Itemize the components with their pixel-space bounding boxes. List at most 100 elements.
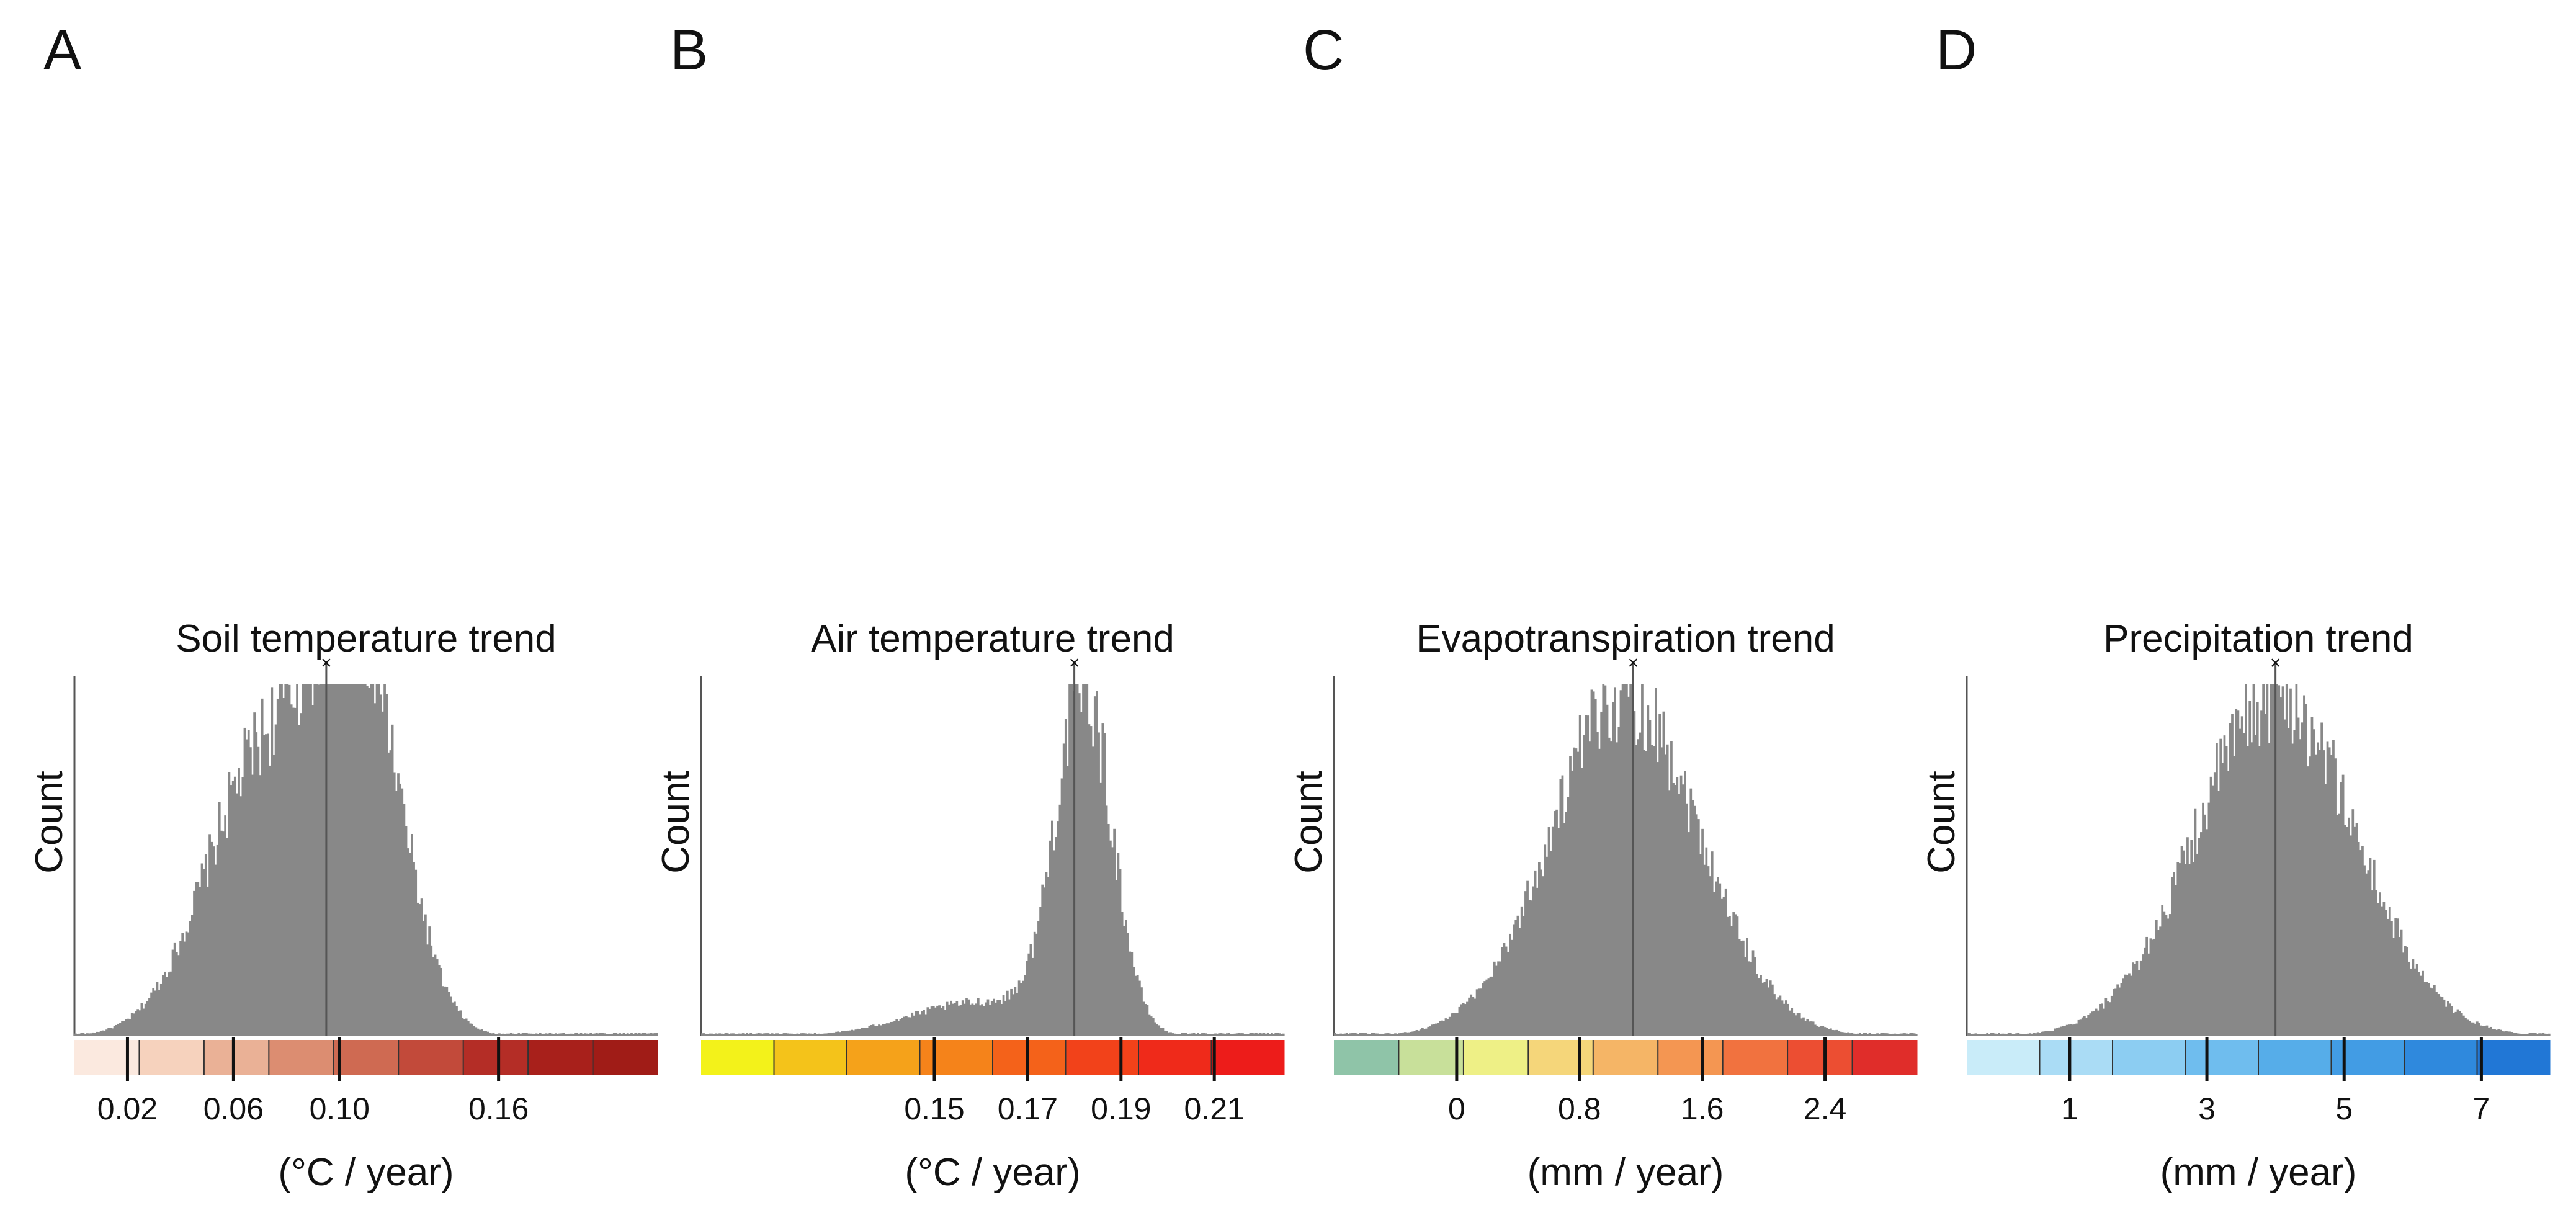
hist-bar: [247, 730, 250, 1036]
hist-bar: [1437, 1023, 1439, 1036]
hist-bar: [913, 1015, 916, 1036]
hist-bar: [967, 999, 970, 1036]
hist-bar: [1253, 1033, 1256, 1036]
hist-bar: [1771, 984, 1774, 1036]
hist-bar: [1559, 779, 1562, 1036]
hist-bar: [1202, 1033, 1205, 1036]
hist-bar: [1278, 1033, 1281, 1036]
hist-bar: [841, 1031, 844, 1036]
hist-bar: [496, 1034, 499, 1036]
hist-bar: [2410, 968, 2413, 1036]
hist-bar: [944, 1010, 947, 1036]
hist-bar: [2038, 1033, 2041, 1036]
hist-bar: [644, 1033, 646, 1036]
hist-bar: [1129, 951, 1132, 1036]
hist-bar: [2373, 859, 2376, 1036]
hist-bar: [2101, 1003, 2103, 1036]
hist-bar: [796, 1033, 799, 1036]
hist-bar: [1076, 684, 1079, 1036]
hist-bar: [2487, 1027, 2490, 1036]
hist-bar: [557, 1034, 559, 1036]
hist-bar: [519, 1034, 522, 1036]
colorbar-segment: [1398, 1040, 1464, 1075]
hist-bar: [1091, 746, 1094, 1036]
hist-bar: [1796, 1013, 1799, 1036]
hist-bar: [440, 967, 442, 1036]
hist-bar: [2062, 1026, 2065, 1036]
hist-bar: [200, 863, 203, 1036]
hist-bar: [1282, 1033, 1285, 1036]
hist-bar: [1251, 1033, 1254, 1036]
hist-bar: [1895, 1034, 1898, 1036]
hist-bar: [527, 1033, 530, 1036]
hist-bar: [586, 1033, 588, 1036]
hist-bar: [1035, 933, 1038, 1036]
hist-bar: [2223, 735, 2226, 1036]
hist-bar: [1421, 1028, 1424, 1036]
hist-bar: [2299, 739, 2302, 1036]
hist-bar: [1602, 684, 1605, 1036]
hist-bar: [406, 848, 409, 1036]
hist-bar: [1679, 775, 1683, 1036]
hist-bar: [2540, 1033, 2543, 1036]
hist-bar: [1047, 877, 1050, 1036]
hist-bar: [1526, 880, 1529, 1036]
hist-bar: [2058, 1027, 2060, 1036]
hist-bar: [2204, 814, 2206, 1036]
hist-bar: [445, 987, 449, 1036]
hist-bar: [2348, 817, 2350, 1036]
hist-bar: [492, 1033, 495, 1036]
hist-bar: [111, 1028, 114, 1036]
hist-bar: [954, 1003, 957, 1036]
hist-bar: [1506, 951, 1509, 1036]
hist-bar: [1701, 828, 1704, 1036]
hist-bar: [514, 1034, 516, 1036]
hist-bar: [1194, 1034, 1197, 1036]
hist-bar: [1670, 741, 1673, 1036]
hist-bar: [2023, 1034, 2026, 1036]
hist-bar: [2429, 987, 2432, 1036]
hist-bar: [2415, 964, 2418, 1036]
hist-bar: [169, 971, 172, 1036]
hist-bar: [2472, 1022, 2475, 1036]
hist-bar: [1122, 925, 1125, 1036]
hist-bar: [262, 735, 266, 1036]
hist-bar: [1098, 732, 1100, 1036]
hist-bar: [2013, 1034, 2016, 1036]
hist-bar: [2021, 1034, 2024, 1036]
hist-bar: [2293, 730, 2296, 1036]
hist-bar: [717, 1033, 719, 1036]
hist-bar: [1400, 1033, 1403, 1036]
hist-bar: [851, 1029, 853, 1036]
hist-bar: [1547, 827, 1550, 1036]
hist-bar: [2017, 1033, 2020, 1036]
hist-bar: [810, 1033, 813, 1036]
hist-bar: [653, 1033, 656, 1036]
hist-bar: [1074, 684, 1077, 1036]
hist-bar: [961, 1000, 964, 1036]
hist-bar: [2320, 722, 2323, 1036]
hist-bar: [1715, 881, 1717, 1036]
hist-bar: [475, 1027, 478, 1036]
hist-bar: [1974, 1033, 1977, 1036]
hist-bar: [1000, 1003, 1003, 1036]
hist-bar: [2470, 1022, 2473, 1036]
hist-bar: [2493, 1029, 2496, 1036]
hist-bar: [1717, 877, 1719, 1036]
colorbar-segment: [1065, 1040, 1139, 1075]
hist-bar: [2433, 985, 2436, 1036]
hist-bar: [934, 1007, 937, 1036]
hist-bar: [2176, 862, 2180, 1036]
hist-bar: [1894, 1033, 1897, 1036]
hist-bar: [1822, 1026, 1825, 1036]
hist-bar: [876, 1026, 879, 1036]
hist-bar: [509, 1033, 512, 1036]
hist-bar: [1029, 944, 1032, 1036]
hist-bar: [589, 1033, 593, 1036]
hist-bar: [2145, 936, 2148, 1036]
hist-bar: [377, 684, 380, 1036]
x-tick-label: 1: [2061, 1091, 2078, 1126]
hist-bar: [2130, 975, 2132, 1036]
hist-bar: [1413, 1031, 1416, 1036]
hist-bar: [368, 688, 370, 1036]
